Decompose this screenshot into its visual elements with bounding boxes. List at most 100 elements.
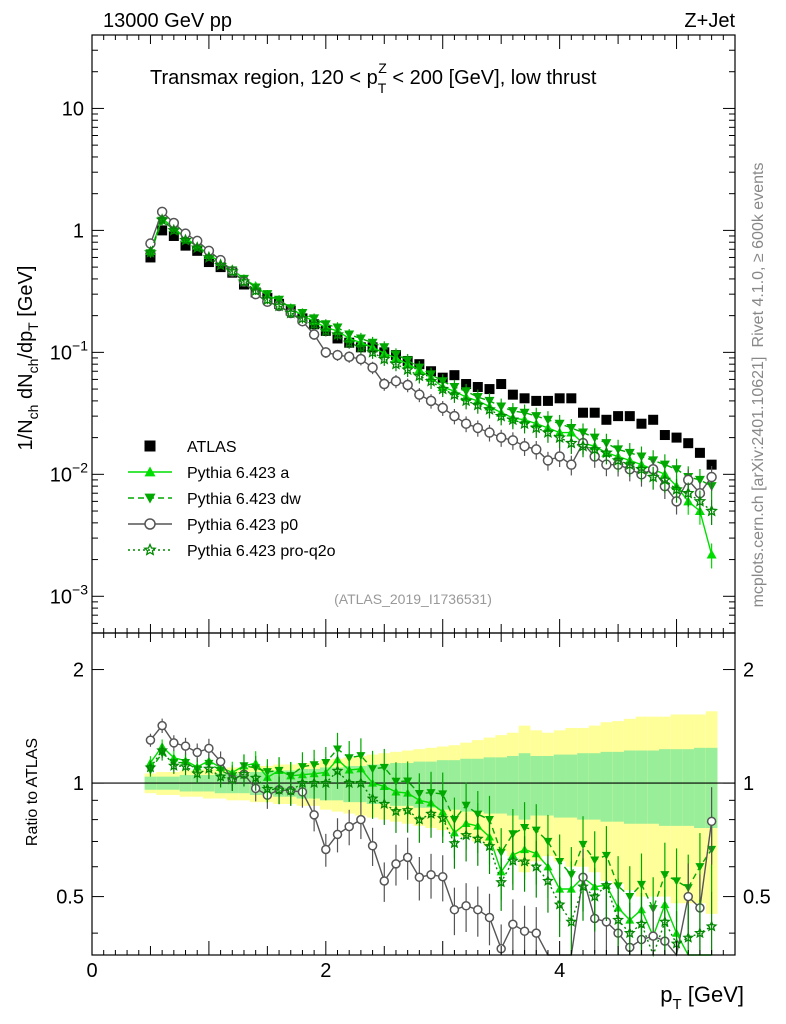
marker-star bbox=[541, 425, 555, 438]
marker-square bbox=[542, 395, 553, 406]
marker-circle bbox=[332, 349, 343, 361]
marker-square bbox=[554, 393, 565, 404]
marker-circle bbox=[204, 743, 214, 754]
marker-circle bbox=[168, 217, 180, 229]
stat-band-bin bbox=[495, 757, 508, 814]
marker-square bbox=[168, 230, 179, 241]
ratio-y-tick-label-left: 2 bbox=[73, 660, 84, 682]
marker-circle bbox=[390, 375, 402, 387]
marker-star bbox=[413, 813, 426, 825]
marker-triangle-down bbox=[496, 848, 506, 857]
marker-star bbox=[681, 486, 695, 499]
y-tick-exp: −2 bbox=[72, 459, 88, 475]
marker-star bbox=[588, 442, 602, 455]
marker-circle bbox=[437, 871, 448, 882]
marker-star bbox=[401, 363, 414, 376]
marker-circle bbox=[426, 869, 436, 880]
marker-square bbox=[157, 225, 168, 236]
marker-star bbox=[354, 776, 367, 789]
y-tick-label: 10−1 bbox=[50, 337, 88, 364]
title-sub: T bbox=[378, 80, 387, 96]
marker-star bbox=[635, 462, 648, 475]
marker-triangle-down bbox=[368, 765, 378, 774]
marker-star bbox=[412, 369, 426, 382]
main-title: Transmax region, 120 < pTZ < 200 [GeV], … bbox=[150, 60, 597, 96]
marker-circle bbox=[706, 816, 717, 827]
marker-circle bbox=[379, 378, 390, 390]
marker-triangle-down bbox=[484, 816, 494, 825]
marker-star bbox=[564, 436, 578, 449]
marker-star bbox=[366, 792, 379, 804]
marker-circle bbox=[449, 904, 460, 915]
stat-band-bin bbox=[577, 753, 589, 820]
y-tick-label: 10 bbox=[62, 98, 84, 120]
marker-star bbox=[588, 890, 601, 902]
marker-star bbox=[226, 773, 239, 785]
legend-label: Pythia 6.423 pro-q2o bbox=[187, 543, 336, 560]
marker-square bbox=[613, 411, 624, 422]
main-y-label: 1/Nch dNch/dpT [GeV] bbox=[15, 266, 41, 451]
marker-star bbox=[260, 293, 274, 306]
marker-star bbox=[343, 776, 356, 789]
ratio-y-label: Ratio to ATLAS bbox=[24, 738, 41, 846]
marker-triangle-down bbox=[274, 766, 284, 775]
marker-triangle-down bbox=[589, 433, 600, 443]
ratio-y-tick-label-right: 1 bbox=[743, 773, 754, 795]
marker-circle bbox=[367, 841, 378, 851]
stat-band-bin bbox=[483, 757, 496, 814]
y-tick-base: 10 bbox=[50, 586, 72, 608]
marker-triangle-down bbox=[379, 343, 390, 353]
ylabel-g: [GeV] bbox=[15, 266, 37, 323]
marker-circle bbox=[473, 904, 483, 915]
marker-star bbox=[460, 829, 473, 841]
marker-star bbox=[565, 915, 578, 927]
marker-triangle-down bbox=[520, 824, 530, 833]
marker-star bbox=[542, 874, 554, 886]
marker-triangle-down bbox=[144, 493, 156, 504]
legend-entry-2: Pythia 6.423 dw bbox=[128, 491, 301, 508]
marker-triangle-down bbox=[590, 856, 600, 865]
stat-band-bin bbox=[542, 755, 554, 816]
marker-star bbox=[249, 771, 262, 783]
marker-star bbox=[705, 920, 718, 932]
x-tick-label: 4 bbox=[554, 960, 565, 982]
marker-star bbox=[167, 223, 181, 236]
marker-star bbox=[658, 473, 672, 486]
marker-triangle-down bbox=[578, 840, 588, 849]
ratio-series-4 bbox=[144, 743, 718, 958]
marker-square bbox=[694, 447, 705, 458]
marker-triangle-down bbox=[672, 877, 682, 886]
stat-band-bin bbox=[588, 753, 601, 820]
marker-triangle-down bbox=[437, 377, 448, 387]
y-tick-base: 10 bbox=[50, 464, 72, 486]
marker-circle bbox=[461, 901, 471, 911]
marker-circle bbox=[169, 738, 179, 748]
marker-star bbox=[179, 760, 192, 772]
marker-star bbox=[693, 494, 707, 507]
stat-band-bin bbox=[694, 747, 706, 829]
marker-circle bbox=[648, 931, 658, 941]
marker-star bbox=[156, 744, 169, 756]
marker-star bbox=[518, 855, 531, 867]
marker-star bbox=[471, 398, 485, 411]
marker-circle bbox=[145, 735, 156, 745]
marker-circle bbox=[460, 418, 472, 429]
marker-star bbox=[529, 421, 543, 434]
marker-triangle-down bbox=[403, 777, 413, 786]
marker-triangle-down bbox=[624, 448, 635, 458]
marker-star bbox=[623, 926, 636, 939]
marker-star bbox=[319, 324, 333, 337]
stat-band-bin bbox=[518, 753, 531, 820]
marker-star bbox=[494, 409, 508, 422]
analysis-id: (ATLAS_2019_I1736531) bbox=[334, 591, 492, 607]
marker-star bbox=[448, 388, 461, 401]
marker-star bbox=[202, 250, 216, 263]
marker-circle bbox=[484, 427, 495, 438]
marker-star bbox=[237, 274, 251, 288]
stat-band-bin bbox=[635, 750, 648, 824]
marker-star bbox=[682, 931, 695, 943]
marker-triangle-down bbox=[356, 752, 366, 761]
marker-star bbox=[167, 759, 180, 771]
marker-circle bbox=[180, 741, 191, 751]
main-data-layer bbox=[144, 206, 719, 569]
